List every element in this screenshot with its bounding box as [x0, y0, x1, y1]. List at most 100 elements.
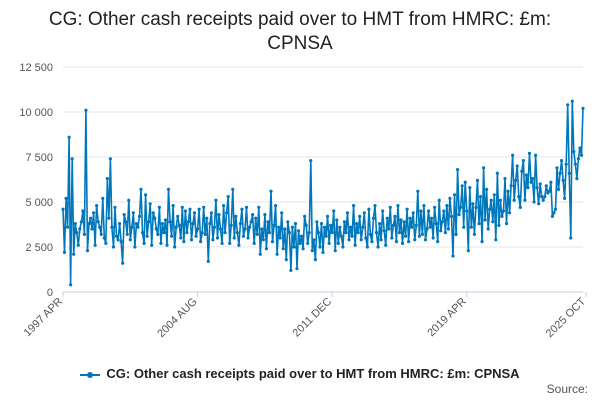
data-point[interactable] — [234, 214, 238, 218]
data-point[interactable] — [480, 240, 484, 244]
data-point[interactable] — [223, 231, 227, 235]
data-point[interactable] — [168, 220, 172, 224]
data-point[interactable] — [244, 205, 249, 209]
data-point[interactable] — [353, 243, 357, 247]
data-point[interactable] — [509, 184, 513, 188]
data-point[interactable] — [273, 204, 278, 208]
data-point[interactable] — [180, 205, 184, 209]
data-point[interactable] — [79, 220, 83, 224]
data-point[interactable] — [179, 236, 183, 240]
data-point[interactable] — [147, 220, 151, 224]
data-point[interactable] — [251, 213, 255, 217]
data-point[interactable] — [408, 216, 412, 220]
data-point[interactable] — [90, 227, 94, 231]
data-point[interactable] — [85, 249, 90, 253]
data-point[interactable] — [541, 198, 545, 202]
data-point[interactable] — [69, 283, 73, 287]
data-point[interactable] — [214, 198, 218, 202]
data-point[interactable] — [166, 187, 171, 191]
data-point[interactable] — [264, 247, 269, 251]
data-point[interactable] — [255, 232, 259, 236]
data-point[interactable] — [232, 236, 236, 240]
data-point[interactable] — [527, 151, 532, 155]
data-point[interactable] — [558, 171, 562, 175]
data-point[interactable] — [215, 236, 220, 240]
data-point[interactable] — [153, 216, 157, 220]
data-point[interactable] — [477, 222, 481, 226]
data-point[interactable] — [514, 178, 518, 182]
data-point[interactable] — [559, 159, 564, 163]
data-point[interactable] — [260, 227, 264, 231]
data-point[interactable] — [465, 209, 469, 213]
data-point[interactable] — [156, 232, 160, 236]
data-point[interactable] — [133, 245, 137, 249]
data-point[interactable] — [249, 220, 253, 224]
data-point[interactable] — [393, 214, 397, 218]
data-point[interactable] — [367, 207, 371, 211]
data-point[interactable] — [381, 209, 385, 213]
data-point[interactable] — [399, 218, 403, 222]
data-point[interactable] — [529, 180, 533, 184]
data-point[interactable] — [520, 169, 524, 173]
data-point[interactable] — [64, 196, 68, 200]
data-point[interactable] — [110, 225, 114, 229]
data-point[interactable] — [407, 240, 411, 244]
data-point[interactable] — [350, 234, 354, 238]
data-point[interactable] — [368, 232, 373, 236]
data-point[interactable] — [76, 243, 80, 247]
data-point[interactable] — [469, 225, 473, 229]
data-point[interactable] — [428, 225, 432, 229]
data-point[interactable] — [526, 186, 530, 190]
data-point[interactable] — [87, 222, 91, 226]
data-point[interactable] — [105, 177, 109, 181]
data-point[interactable] — [488, 207, 492, 211]
data-point[interactable] — [309, 159, 313, 163]
data-point[interactable] — [72, 252, 76, 256]
data-point[interactable] — [202, 205, 206, 209]
data-point[interactable] — [569, 236, 573, 240]
data-point[interactable] — [65, 225, 70, 229]
data-point[interactable] — [137, 214, 142, 218]
data-point[interactable] — [478, 195, 483, 199]
data-point[interactable] — [127, 198, 131, 202]
data-point[interactable] — [530, 177, 535, 181]
data-point[interactable] — [362, 211, 366, 215]
data-point[interactable] — [136, 225, 140, 229]
data-point[interactable] — [200, 231, 204, 235]
data-point[interactable] — [299, 234, 304, 238]
data-point[interactable] — [183, 209, 187, 213]
data-point[interactable] — [140, 231, 145, 235]
data-point[interactable] — [434, 222, 438, 226]
data-point[interactable] — [500, 214, 504, 218]
data-point[interactable] — [440, 220, 444, 224]
data-point[interactable] — [457, 213, 461, 217]
data-point[interactable] — [293, 222, 298, 226]
data-point[interactable] — [462, 225, 466, 229]
data-point[interactable] — [504, 222, 509, 226]
data-point[interactable] — [414, 223, 418, 227]
data-point[interactable] — [561, 178, 565, 182]
data-point[interactable] — [336, 241, 340, 245]
data-point[interactable] — [104, 241, 108, 245]
data-point[interactable] — [491, 220, 495, 224]
data-point[interactable] — [471, 202, 475, 206]
data-point[interactable] — [254, 216, 258, 220]
data-point[interactable] — [125, 232, 129, 236]
data-point[interactable] — [171, 204, 175, 208]
data-point[interactable] — [194, 234, 198, 238]
data-point[interactable] — [295, 267, 299, 271]
data-point[interactable] — [176, 214, 180, 218]
data-point[interactable] — [579, 153, 584, 157]
data-point[interactable] — [351, 204, 356, 208]
data-point[interactable] — [98, 225, 102, 229]
data-point[interactable] — [466, 249, 470, 253]
data-point[interactable] — [327, 241, 331, 245]
data-point[interactable] — [535, 186, 539, 190]
data-point[interactable] — [544, 184, 548, 188]
data-point[interactable] — [81, 209, 85, 213]
data-point[interactable] — [111, 245, 116, 249]
data-point[interactable] — [411, 211, 415, 215]
data-point[interactable] — [497, 223, 501, 227]
data-point[interactable] — [312, 238, 316, 242]
data-point[interactable] — [342, 220, 347, 224]
